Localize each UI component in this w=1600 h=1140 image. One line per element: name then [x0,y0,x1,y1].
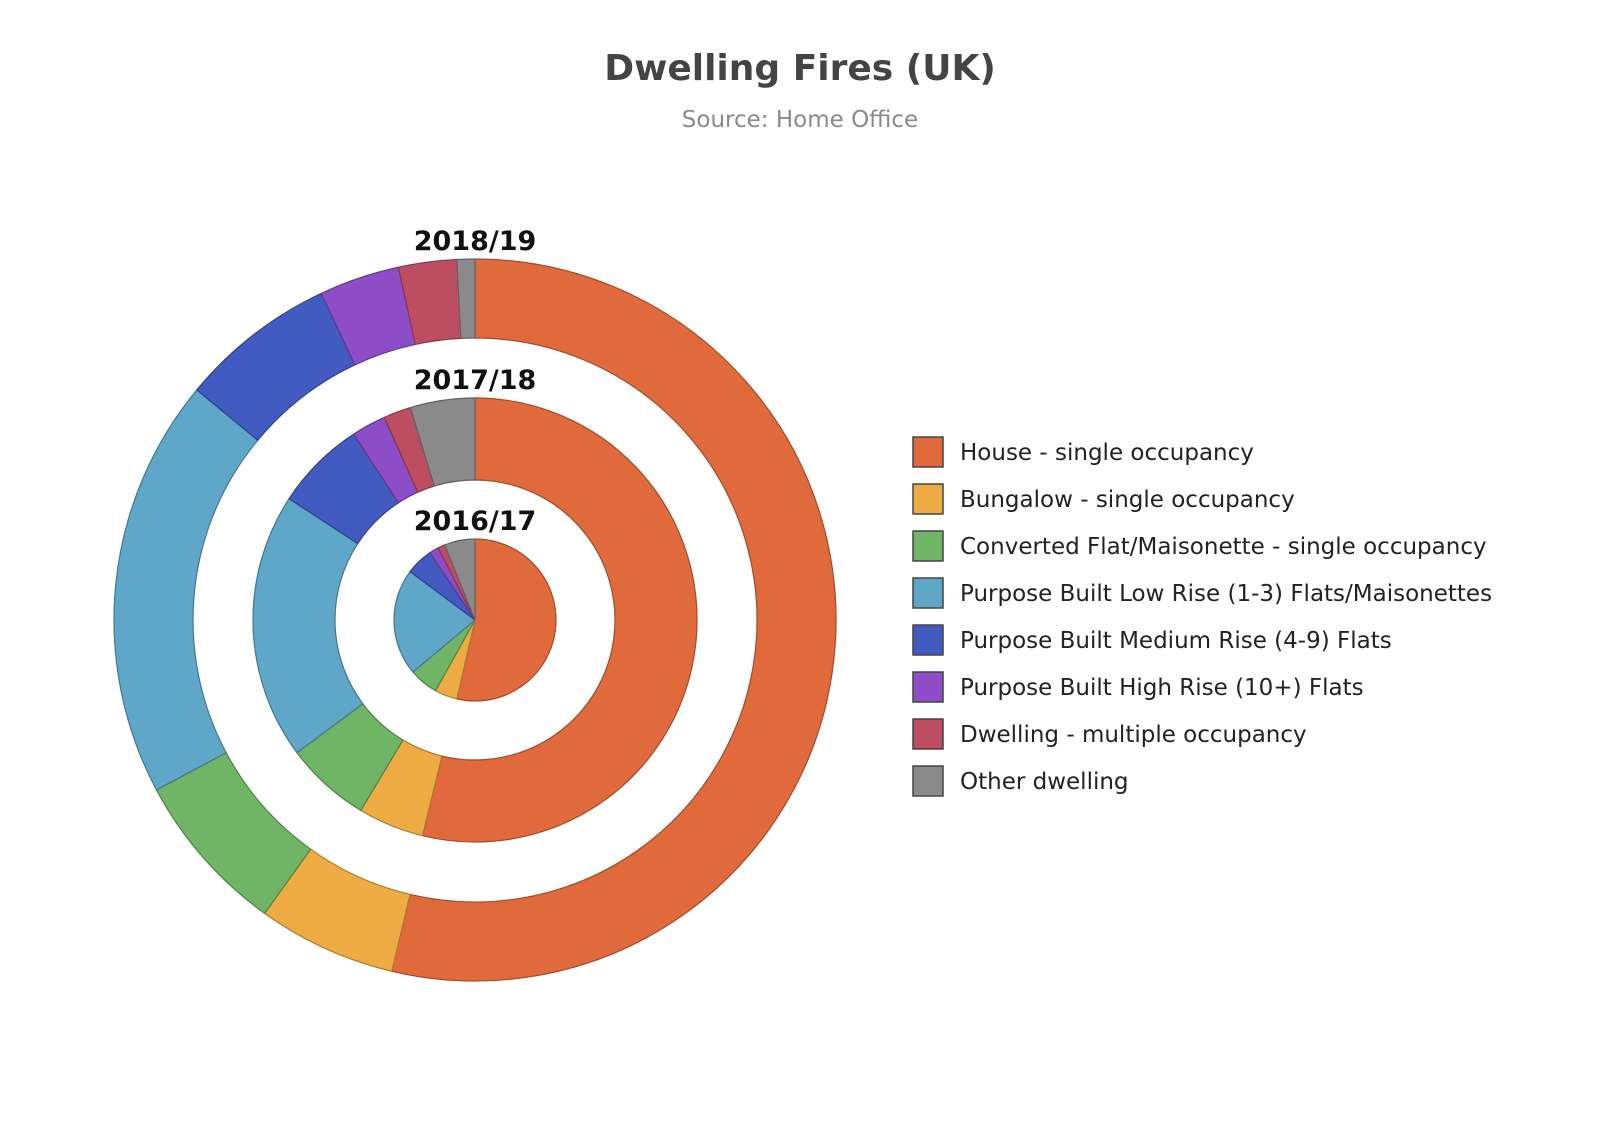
legend-label: Purpose Built High Rise (10+) Flats [960,675,1364,701]
ring-label-2018-19: 2018/19 [414,226,537,257]
ring-2016-17-slice-purpose-built-low-rise-1-3-flats-maisonettes[interactable] [393,570,476,673]
legend-item-purpose-built-high-rise-10-flats[interactable]: Purpose Built High Rise (10+) Flats [912,671,1364,703]
chart-subtitle: Source: Home Office [682,107,918,133]
legend-item-other-dwelling[interactable]: Other dwelling [912,765,1129,797]
ring-labels: 2016/17 2017/18 2018/19 [414,226,537,537]
ring-2017-18-slice-purpose-built-low-rise-1-3-flats-maisonettes[interactable] [252,497,364,754]
legend-swatch [912,718,944,750]
legend-item-house-single-occupancy[interactable]: House - single occupancy [912,436,1254,468]
legend-label: Purpose Built Medium Rise (4-9) Flats [960,628,1392,654]
ring-2018-19-slice-purpose-built-low-rise-1-3-flats-maisonettes[interactable] [113,389,259,791]
legend-swatch [912,530,944,562]
legend-swatch [912,436,944,468]
legend-item-bungalow-single-occupancy[interactable]: Bungalow - single occupancy [912,483,1295,515]
legend: House - single occupancy Bungalow - singl… [912,436,1492,797]
legend-label: Other dwelling [960,769,1129,795]
ring-2016-17-slice-other-dwelling[interactable] [443,538,476,621]
legend-swatch [912,671,944,703]
ring-2017-18-slice-other-dwelling[interactable] [409,397,476,487]
donut-rings [113,258,837,982]
legend-item-converted-flat-maisonette-single-occupancy[interactable]: Converted Flat/Maisonette - single occup… [912,530,1487,562]
legend-item-purpose-built-low-rise-1-3-flats-maisonettes[interactable]: Purpose Built Low Rise (1-3) Flats/Maiso… [912,577,1492,609]
legend-label: Purpose Built Low Rise (1-3) Flats/Maiso… [960,581,1492,607]
legend-swatch [912,577,944,609]
ring-label-2016-17: 2016/17 [414,506,537,537]
ring-2018-19-slice-other-dwelling[interactable] [456,258,476,339]
ring-label-2017-18: 2017/18 [414,365,537,396]
legend-label: Dwelling - multiple occupancy [960,722,1307,748]
chart-title: Dwelling Fires (UK) [604,48,996,89]
ring-2017-18-slice-house-single-occupancy[interactable] [421,397,698,843]
legend-item-dwelling-multiple-occupancy[interactable]: Dwelling - multiple occupancy [912,718,1307,750]
legend-label: House - single occupancy [960,440,1254,466]
legend-label: Bungalow - single occupancy [960,487,1295,513]
legend-swatch [912,483,944,515]
legend-swatch [912,624,944,656]
ring-2016-17-slice-house-single-occupancy[interactable] [456,538,557,702]
legend-item-purpose-built-medium-rise-4-9-flats[interactable]: Purpose Built Medium Rise (4-9) Flats [912,624,1392,656]
legend-label: Converted Flat/Maisonette - single occup… [960,534,1487,560]
ring-2018-19-slice-house-single-occupancy[interactable] [391,258,837,982]
legend-swatch [912,765,944,797]
